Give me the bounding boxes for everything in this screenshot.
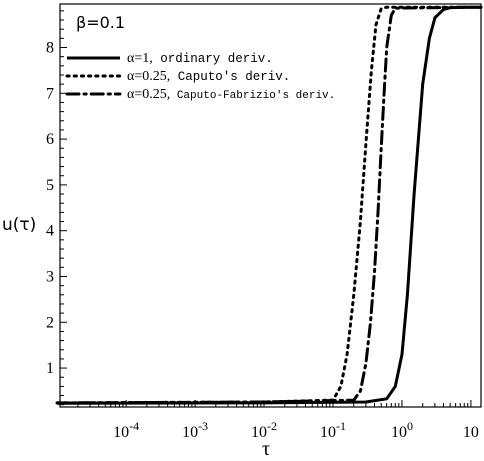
y-tick-label: 2 bbox=[46, 314, 54, 331]
beta-annotation: β=0.1 bbox=[76, 13, 125, 32]
y-axis-label: u(τ) bbox=[2, 215, 36, 235]
series-lines bbox=[55, 5, 483, 405]
x-tick-label: 10-1 bbox=[320, 419, 346, 441]
y-axis-ticks: 1 2 3 4 5 6 7 8 bbox=[46, 10, 67, 406]
legend-label-1: α=1, ordinary deriv. bbox=[127, 51, 273, 66]
y-tick-label: 7 bbox=[46, 85, 54, 102]
x-axis-ticks: 10-4 10-3 10-2 10-1 100 10 bbox=[77, 400, 479, 441]
x-tick-label: 10-3 bbox=[182, 419, 208, 441]
y-tick-label: 5 bbox=[46, 177, 54, 194]
series-line-3 bbox=[55, 5, 483, 405]
x-axis-label: τ bbox=[262, 438, 270, 460]
x-tick-label: 10 bbox=[463, 424, 479, 441]
x-tick-label: 100 bbox=[391, 419, 413, 441]
legend-label-2: α=0.25, Caputo's deriv. bbox=[127, 69, 290, 84]
y-tick-label: 3 bbox=[46, 268, 54, 285]
plot-border bbox=[59, 3, 482, 408]
y-tick-label: 8 bbox=[46, 40, 54, 57]
series-line-1 bbox=[57, 5, 481, 405]
y-tick-label: 6 bbox=[46, 131, 54, 148]
y-tick-label: 4 bbox=[46, 223, 54, 240]
x-tick-label: 10-2 bbox=[251, 419, 277, 441]
legend-label-3: α=0.25, Caputo-Fabrizio's deriv. bbox=[127, 87, 335, 102]
series-line-2 bbox=[55, 5, 483, 405]
y-tick-label: 1 bbox=[46, 360, 54, 377]
legend: α=1, ordinary deriv. α=0.25, Caputo's der… bbox=[65, 51, 335, 102]
plot-area-frame bbox=[59, 3, 482, 408]
x-tick-label: 10-4 bbox=[113, 419, 139, 441]
